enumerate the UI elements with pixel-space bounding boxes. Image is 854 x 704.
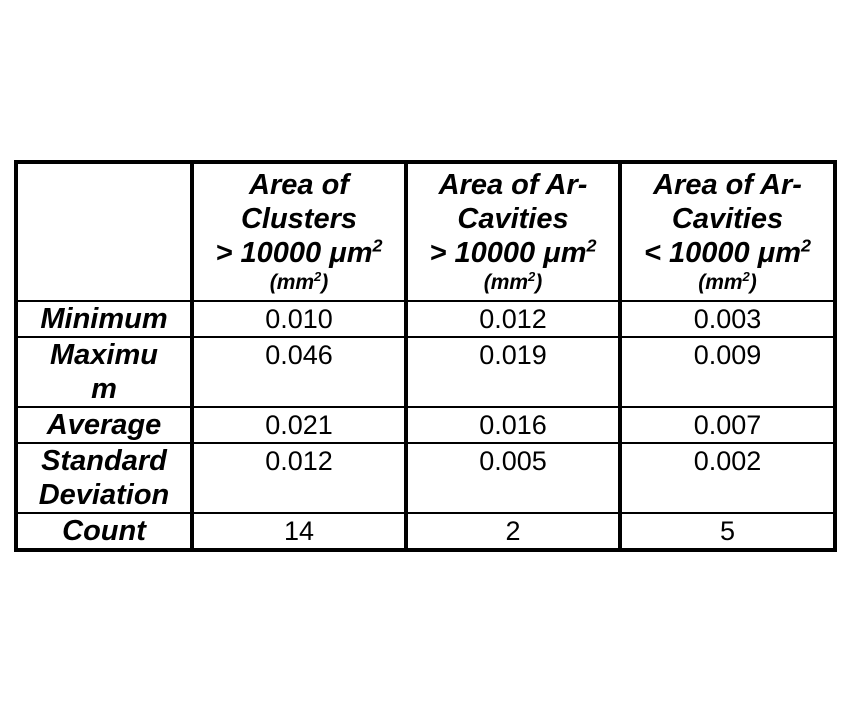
table-row-average: Average 0.021 0.016 0.007	[14, 406, 837, 444]
row-label-text: Minimum	[40, 303, 168, 335]
unit-text: (mm	[698, 271, 743, 294]
column-threshold: < 10000 μm2	[622, 236, 833, 270]
value-cell: 0.005	[404, 442, 622, 514]
column-unit: (mm2)	[194, 270, 404, 296]
threshold-superscript: 2	[586, 235, 597, 256]
column-header-ar-cavities-lt-10000: Area of Ar-Cavities < 10000 μm2 (mm2)	[618, 161, 837, 302]
value-cell: 0.019	[404, 336, 622, 408]
column-unit: (mm2)	[408, 270, 618, 296]
row-label-text: Standard Deviation	[38, 445, 170, 511]
value-cell: 5	[618, 512, 837, 551]
row-label-count: Count	[14, 512, 194, 551]
value-cell: 0.012	[404, 300, 622, 338]
unit-superscript: 2	[314, 269, 322, 284]
table-row-maximum: Maximum 0.046 0.019 0.009	[14, 336, 837, 408]
column-unit: (mm2)	[622, 270, 833, 296]
value-cell: 0.002	[618, 442, 837, 514]
threshold-text: > 10000 μm	[215, 237, 373, 269]
unit-close-paren: )	[749, 271, 757, 294]
threshold-superscript: 2	[800, 235, 811, 256]
value-cell: 0.021	[190, 406, 408, 444]
value-cell: 0.046	[190, 336, 408, 408]
value-cell: 0.010	[190, 300, 408, 338]
unit-superscript: 2	[742, 269, 750, 284]
unit-close-paren: )	[535, 271, 543, 294]
row-label-standard-deviation: Standard Deviation	[14, 442, 194, 514]
unit-superscript: 2	[528, 269, 536, 284]
threshold-superscript: 2	[372, 235, 383, 256]
row-label-text: Count	[62, 515, 146, 547]
row-label-text: Maximum	[50, 339, 158, 405]
column-threshold: > 10000 μm2	[408, 236, 618, 270]
table-row-standard-deviation: Standard Deviation 0.012 0.005 0.002	[14, 442, 837, 514]
row-label-average: Average	[14, 406, 194, 444]
value-cell: 14	[190, 512, 408, 551]
threshold-text: > 10000 μm	[429, 237, 587, 269]
unit-text: (mm	[483, 271, 529, 294]
threshold-text: < 10000 μm	[644, 237, 801, 269]
value-cell: 0.009	[618, 336, 837, 408]
unit-text: (mm	[269, 271, 315, 294]
row-label-text: Average	[46, 409, 162, 441]
value-cell: 0.007	[618, 406, 837, 444]
column-header-clusters-gt-10000: Area of Clusters > 10000 μm2 (mm2)	[190, 161, 408, 302]
value-cell: 0.016	[404, 406, 622, 444]
column-threshold: > 10000 μm2	[194, 236, 404, 270]
column-header-ar-cavities-gt-10000: Area of Ar-Cavities > 10000 μm2 (mm2)	[404, 161, 622, 302]
row-label-minimum: Minimum	[14, 300, 194, 338]
column-title: Area of Clusters	[240, 169, 358, 235]
table-row-count: Count 14 2 5	[14, 512, 837, 551]
value-cell: 0.003	[618, 300, 837, 338]
unit-close-paren: )	[321, 271, 329, 294]
column-title: Area of Ar-Cavities	[438, 169, 588, 235]
statistics-table: Area of Clusters > 10000 μm2 (mm2) Area …	[14, 160, 837, 552]
table-row-minimum: Minimum 0.010 0.012 0.003	[14, 300, 837, 338]
value-cell: 2	[404, 512, 622, 551]
table-header-row: Area of Clusters > 10000 μm2 (mm2) Area …	[14, 161, 837, 302]
row-label-maximum: Maximum	[14, 336, 194, 408]
value-cell: 0.012	[190, 442, 408, 514]
corner-cell	[14, 161, 194, 302]
column-title: Area of Ar-Cavities	[653, 169, 802, 235]
